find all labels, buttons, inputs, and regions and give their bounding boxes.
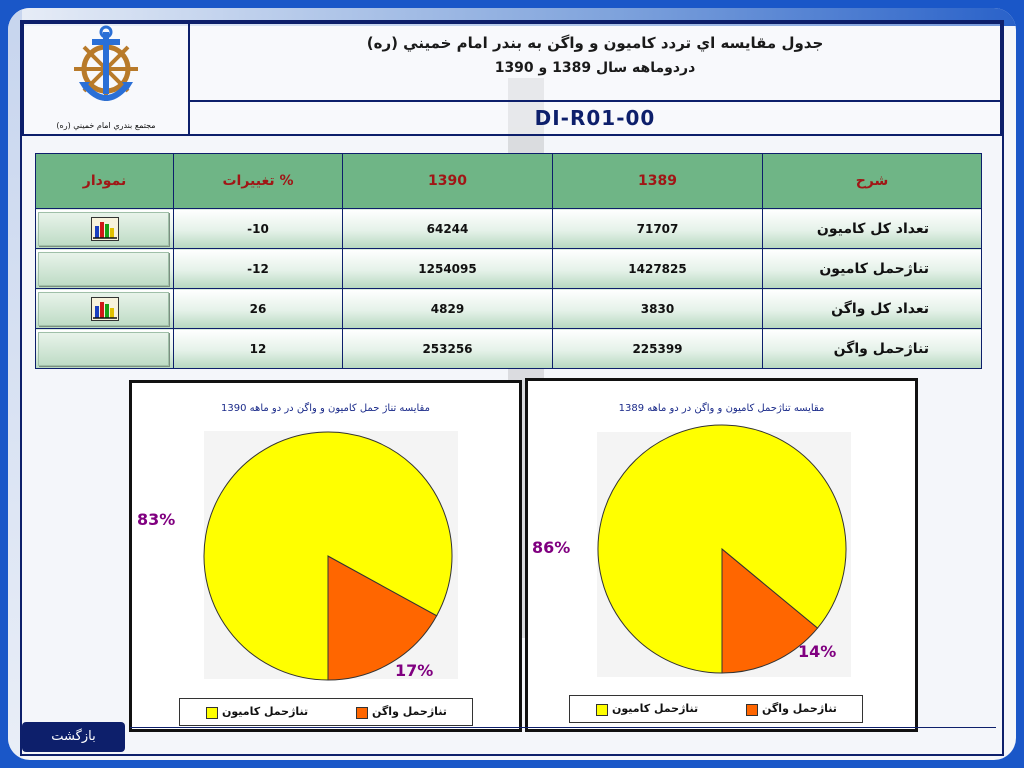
- pie-1390-slice-truck: [203, 431, 453, 681]
- change-value: 12: [173, 328, 343, 369]
- chart-title: مقايسه تناژ حمل کاميون و واگن در دو ماهه…: [221, 403, 430, 414]
- row-description: تعداد کل کاميون: [762, 208, 982, 249]
- chart-title: مقايسه تناژحمل کاميون و واگن در دو ماهه …: [618, 403, 825, 414]
- pie-label-1390-wagon: 17%: [395, 661, 434, 680]
- page-subtitle: دردوماهه سال 1389 و 1390: [494, 60, 696, 76]
- chart-cell: [35, 208, 174, 249]
- pie-label-1390-truck: 83%: [137, 510, 176, 529]
- change-value: 26: [173, 288, 343, 329]
- header-chart: نمودار: [35, 153, 174, 209]
- pie-chart-1390: [203, 431, 458, 681]
- chart-legend: تناژحمل کاميون تناژحمل واگن: [569, 695, 863, 723]
- bar-chart-icon: [90, 296, 119, 321]
- table-header-row: نمودار % تغييرات 1390 1389 شرح: [35, 153, 982, 209]
- change-value: -12: [173, 248, 343, 289]
- header-1389: 1389: [552, 153, 763, 209]
- value-1390: 4829: [342, 288, 553, 329]
- table-row: 12 253256 225399 تناژحمل واگن: [35, 328, 982, 369]
- row-description: تناژحمل واگن: [762, 328, 982, 369]
- table-row: -12 1254095 1427825 تناژحمل کاميون: [35, 248, 982, 289]
- chart-cell: [35, 328, 174, 369]
- value-1389: 225399: [552, 328, 763, 369]
- left-band: [8, 8, 22, 760]
- row-description: تعداد کل واگن: [762, 288, 982, 329]
- legend-label-wagon: تناژحمل واگن: [762, 702, 837, 715]
- empty-button[interactable]: [38, 251, 169, 286]
- legend-label-truck: تناژحمل کاميون: [222, 705, 309, 718]
- pie-1389-slice-truck: [597, 424, 847, 674]
- value-1390: 1254095: [342, 248, 553, 289]
- bar-chart-icon: [90, 216, 119, 241]
- value-1390: 64244: [342, 208, 553, 249]
- legend-swatch-truck: [206, 707, 218, 719]
- header-desc: شرح: [762, 153, 982, 209]
- value-1389: 1427825: [552, 248, 763, 289]
- pie-1389-slice-wagon: [721, 547, 819, 674]
- legend-label-wagon: تناژحمل واگن: [372, 705, 447, 718]
- footer-rule: [130, 727, 996, 728]
- title-area: جدول مقايسه اي تردد کاميون و واگن به بند…: [190, 24, 1000, 102]
- legend-swatch-wagon: [746, 704, 758, 716]
- table-row: 26 4829 3830 تعداد کل واگن: [35, 288, 982, 329]
- header-1390: 1390: [342, 153, 553, 209]
- pie-1390-slice-wagon: [327, 555, 438, 681]
- chart-button[interactable]: [38, 211, 169, 246]
- empty-button[interactable]: [38, 331, 169, 366]
- comparison-table: نمودار % تغييرات 1390 1389 شرح -10 64244…: [35, 153, 982, 369]
- row-description: تناژحمل کاميون: [762, 248, 982, 289]
- chart-cell: [35, 248, 174, 289]
- legend-swatch-wagon: [356, 707, 368, 719]
- pie-label-1389-truck: 86%: [532, 538, 571, 557]
- pie-chart-1389: [597, 424, 851, 677]
- document-code: DI-R01-00: [534, 106, 656, 130]
- logo-caption: مجتمع بندري امام خميني (ره): [56, 121, 156, 130]
- back-button[interactable]: بازگشت: [22, 722, 125, 752]
- anchor-logo-icon: [74, 25, 138, 101]
- chart-legend: تناژحمل کاميون تناژحمل واگن: [179, 698, 473, 726]
- legend-label-truck: تناژحمل کاميون: [612, 702, 699, 715]
- chart-panel-1389: مقايسه تناژحمل کاميون و واگن در دو ماهه …: [525, 378, 918, 732]
- page-title: جدول مقايسه اي تردد کاميون و واگن به بند…: [366, 34, 824, 52]
- value-1389: 71707: [552, 208, 763, 249]
- value-1389: 3830: [552, 288, 763, 329]
- table-row: -10 64244 71707 تعداد کل کاميون: [35, 208, 982, 249]
- chart-cell: [35, 288, 174, 329]
- logo-block: مجتمع بندري امام خميني (ره): [24, 24, 190, 134]
- change-value: -10: [173, 208, 343, 249]
- header-change: % تغييرات: [173, 153, 343, 209]
- pie-label-1389-wagon: 14%: [798, 642, 837, 661]
- chart-panel-1390: مقايسه تناژ حمل کاميون و واگن در دو ماهه…: [129, 380, 522, 732]
- legend-swatch-truck: [596, 704, 608, 716]
- chart-button[interactable]: [38, 291, 169, 326]
- value-1390: 253256: [342, 328, 553, 369]
- slide-header: مجتمع بندري امام خميني (ره) جدول مقايسه …: [22, 22, 1002, 136]
